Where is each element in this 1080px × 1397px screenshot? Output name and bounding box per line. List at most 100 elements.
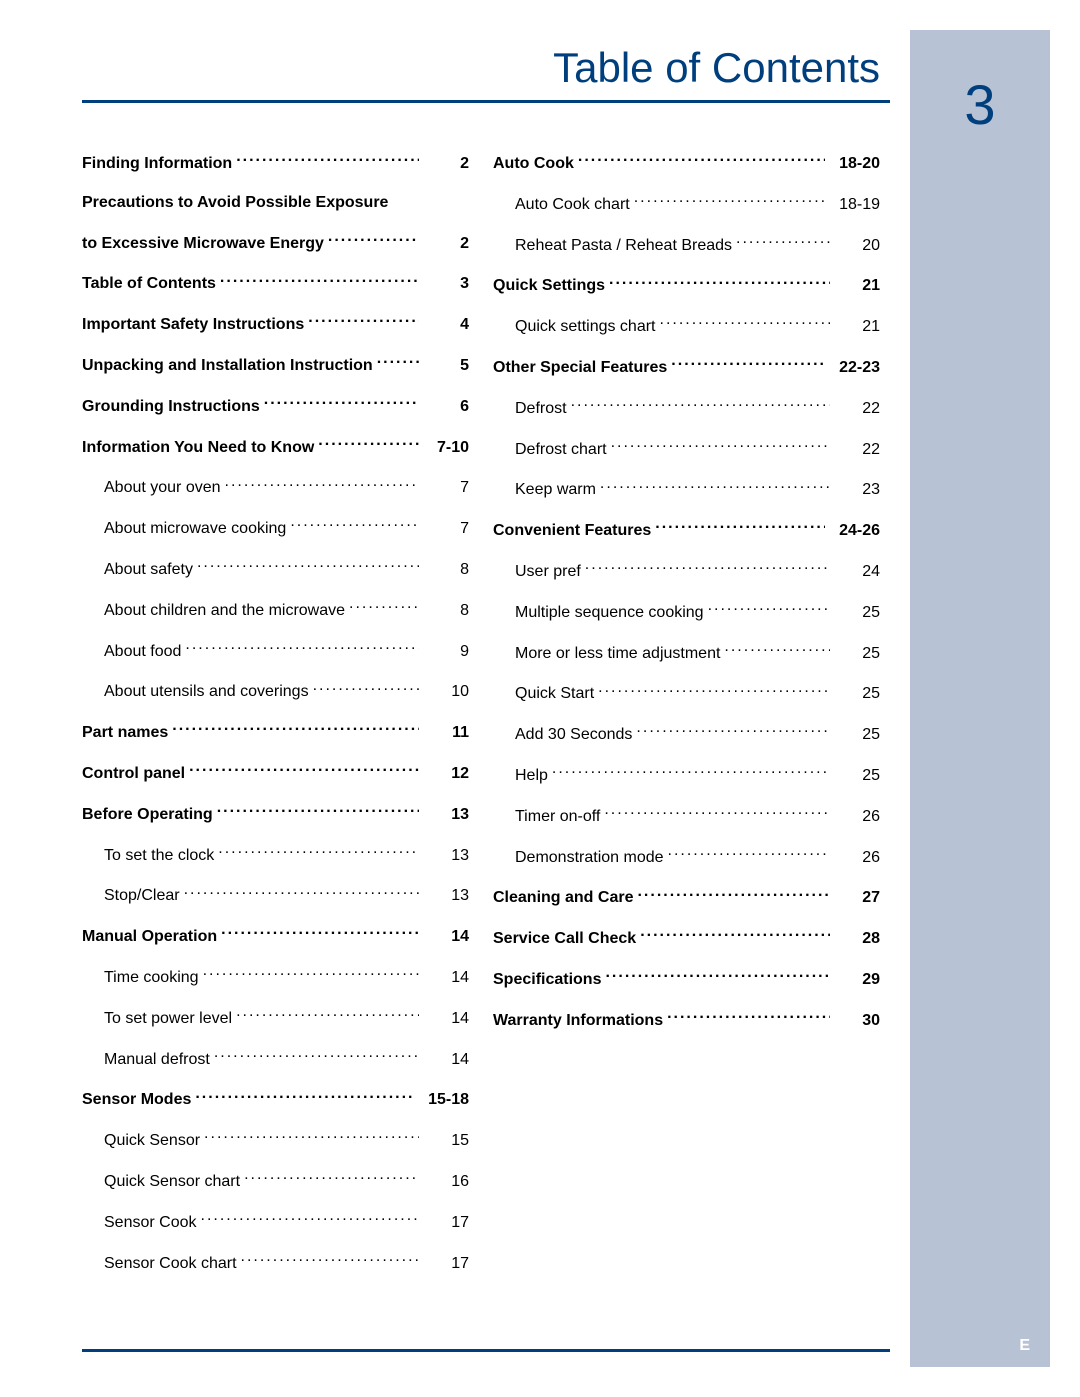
toc-leader-dots [236, 152, 419, 168]
toc-leader-dots [264, 395, 419, 411]
toc-row: Convenient Features 24-26 [493, 519, 880, 542]
toc-row: to Excessive Microwave Energy 2 [82, 232, 469, 255]
toc-label: About children and the microwave [82, 601, 345, 622]
toc-page: 20 [834, 236, 880, 257]
toc-label: About your oven [82, 478, 221, 499]
toc-page: 7 [423, 478, 469, 499]
toc-label: Time cooking [82, 968, 199, 989]
toc-label: Before Operating [82, 805, 213, 826]
toc-label: Table of Contents [82, 274, 216, 295]
toc-page: 15-18 [418, 1090, 469, 1111]
toc-page: 17 [423, 1254, 469, 1275]
toc-leader-dots [184, 884, 419, 900]
toc-leader-dots [308, 313, 419, 329]
toc-label: Information You Need to Know [82, 438, 314, 459]
toc-leader-dots [218, 844, 419, 860]
toc-column-right: Auto Cook 18-20Auto Cook chart18-19Rehea… [493, 152, 880, 1207]
toc-row: Finding Information2 [82, 152, 469, 175]
toc-row: Unpacking and Installation Instruction 5 [82, 354, 469, 377]
toc-row: Cleaning and Care27 [493, 886, 880, 909]
toc-leader-dots [217, 803, 419, 819]
toc-label: About microwave cooking [82, 519, 286, 540]
toc-page: 25 [834, 766, 880, 787]
toc-row: More or less time adjustment 25 [493, 642, 880, 665]
toc-leader-dots [197, 558, 419, 574]
toc-label: Auto Cook chart [493, 195, 630, 216]
toc-label: About utensils and coverings [82, 682, 309, 703]
toc-leader-dots [189, 762, 419, 778]
toc-label: Sensor Modes [82, 1090, 191, 1111]
toc-row: About children and the microwave 8 [82, 599, 469, 622]
toc-page: 29 [834, 970, 880, 991]
toc-leader-dots [708, 601, 830, 617]
toc-leader-dots [571, 397, 830, 413]
toc-label: Important Safety Instructions [82, 315, 304, 336]
toc-row: Auto Cook chart18-19 [493, 193, 880, 216]
toc-page: 13 [423, 886, 469, 907]
toc-row: Manual Operation 14 [82, 925, 469, 948]
sidebar: 3 E [910, 30, 1050, 1367]
toc-leader-dots [328, 232, 419, 248]
toc-label: Quick Settings [493, 276, 605, 297]
toc-leader-dots [668, 846, 830, 862]
bottom-rule [82, 1349, 890, 1352]
toc-page: 26 [834, 807, 880, 828]
toc-row: Other Special Features 22-23 [493, 356, 880, 379]
toc-label: to Excessive Microwave Energy [82, 234, 324, 255]
toc-label: Sensor Cook [82, 1213, 197, 1234]
toc-label: To set the clock [82, 846, 214, 867]
toc-page: 30 [834, 1011, 880, 1032]
toc-label: Stop/Clear [82, 886, 180, 907]
toc-row: Reheat Pasta / Reheat Breads20 [493, 234, 880, 257]
toc-page: 24 [834, 562, 880, 583]
toc-leader-dots [636, 723, 830, 739]
toc-row: Service Call Check 28 [493, 927, 880, 950]
toc-label: Defrost [493, 399, 567, 420]
toc-leader-dots [660, 315, 831, 331]
toc-page: 21 [834, 276, 880, 297]
toc-label: Convenient Features [493, 521, 651, 542]
toc-label: Finding Information [82, 154, 232, 175]
toc-leader-dots [578, 152, 825, 168]
toc-page: 27 [834, 888, 880, 909]
toc-leader-dots [201, 1211, 420, 1227]
toc-label: Timer on-off [493, 807, 600, 828]
toc-label: Grounding Instructions [82, 397, 260, 418]
toc-label: Quick Sensor [82, 1131, 200, 1152]
toc-page: 12 [423, 764, 469, 785]
toc-leader-dots [637, 886, 830, 902]
toc-page: 25 [834, 684, 880, 705]
toc-leader-dots [241, 1252, 419, 1268]
toc-label: Warranty Informations [493, 1011, 663, 1032]
toc-leader-dots [172, 721, 419, 737]
toc-row: Demonstration mode26 [493, 846, 880, 869]
footer-letter: E [1019, 1337, 1030, 1355]
toc-leader-dots [214, 1048, 419, 1064]
toc-label: Add 30 Seconds [493, 725, 632, 746]
toc-row: Before Operating 13 [82, 803, 469, 826]
toc-leader-dots [290, 517, 419, 533]
toc-label: Part names [82, 723, 168, 744]
toc-row: Control panel 12 [82, 762, 469, 785]
toc-row: About microwave cooking 7 [82, 517, 469, 540]
toc-label: More or less time adjustment [493, 644, 720, 665]
toc-row: Multiple sequence cooking25 [493, 601, 880, 624]
toc-label: About safety [82, 560, 193, 581]
page-title: Table of Contents [553, 44, 880, 92]
toc-leader-dots [552, 764, 830, 780]
page-number: 3 [910, 72, 1050, 137]
toc-leader-dots [611, 438, 830, 454]
toc-page: 14 [423, 1009, 469, 1030]
toc-leader-dots [318, 436, 419, 452]
toc-page: 6 [423, 397, 469, 418]
toc-page: 7 [423, 519, 469, 540]
toc-leader-dots [203, 966, 419, 982]
toc-row: Grounding Instructions 6 [82, 395, 469, 418]
toc-page: 25 [834, 725, 880, 746]
toc-row: About food 9 [82, 640, 469, 663]
toc-label: Specifications [493, 970, 601, 991]
toc-page: 9 [423, 642, 469, 663]
toc-label: Precautions to Avoid Possible Exposure [82, 193, 388, 214]
toc-row: Part names 11 [82, 721, 469, 744]
toc-row: To set the clock13 [82, 844, 469, 867]
